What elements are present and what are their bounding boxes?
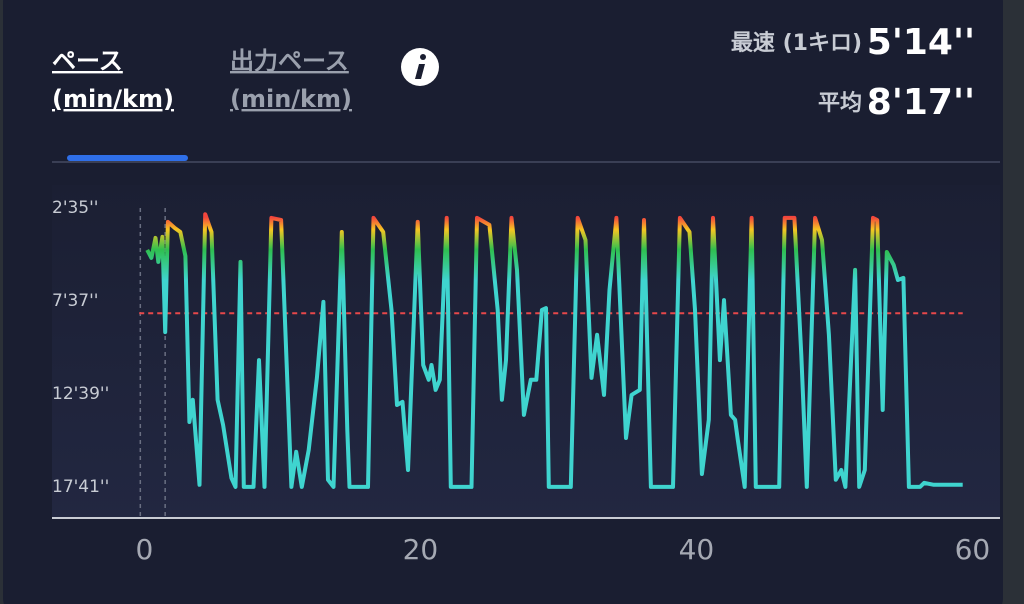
x-tick-label: 40 (679, 533, 715, 566)
tab-unit: (min/km) (230, 85, 352, 113)
stat-value: 5'14'' (867, 22, 975, 63)
tab[interactable]: ペース (min/km) (52, 47, 174, 113)
tab-indicator (67, 155, 188, 161)
info-icon[interactable] (401, 48, 439, 86)
stat-label: 最速 (1キロ) (731, 30, 862, 56)
tab-title: ペース (52, 47, 123, 75)
x-tick-label: 60 (955, 533, 991, 566)
tab-unit: (min/km) (52, 85, 174, 113)
pace-line (145, 212, 963, 489)
y-tick-label: 7'37'' (52, 291, 98, 311)
y-tick-label: 17'41'' (52, 477, 109, 497)
tab-title: 出力ペース (230, 47, 349, 75)
y-tick-label: 2'35'' (52, 198, 98, 218)
tab[interactable]: 出力ペース (min/km) (230, 47, 352, 113)
x-tick-label: 20 (403, 533, 439, 566)
x-tick-label: 0 (136, 533, 154, 566)
stat-value: 8'17'' (867, 82, 975, 123)
stat-label: 平均 (818, 90, 862, 116)
y-tick-label: 12'39'' (52, 384, 109, 404)
